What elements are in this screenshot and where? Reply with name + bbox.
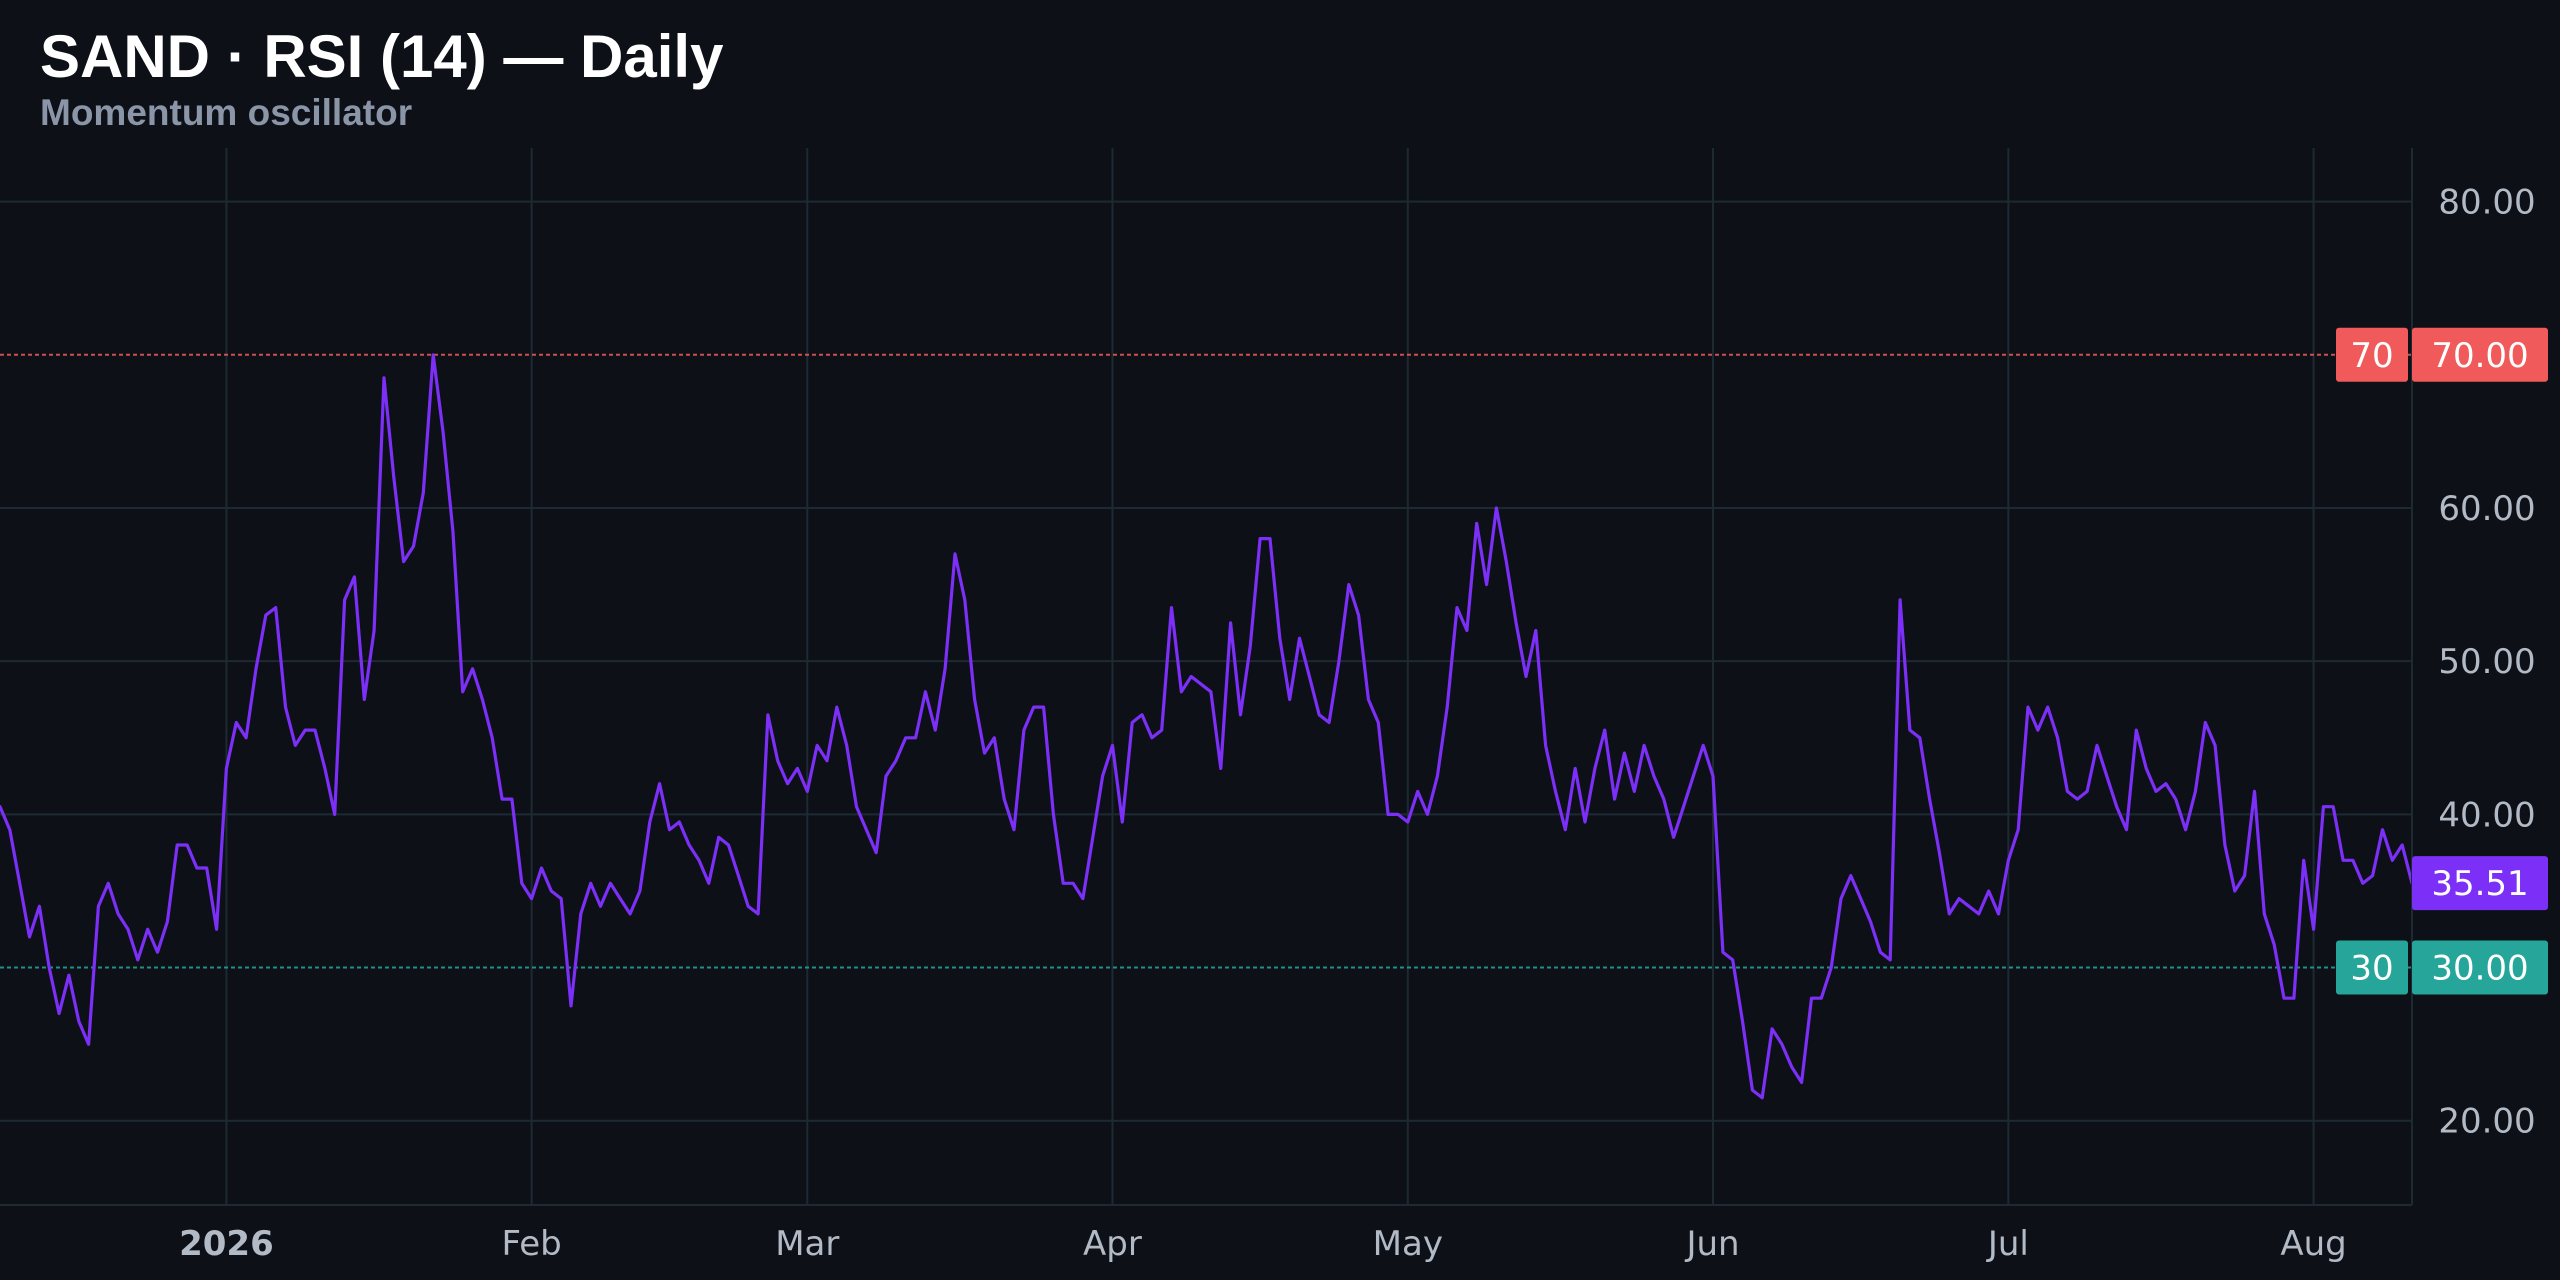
last-value-tag: 35.51 (2412, 856, 2548, 911)
x-tick-label-mar: Mar (775, 1224, 839, 1264)
x-tick-label-jun: Jun (1684, 1224, 1739, 1264)
chart-title: SAND · RSI (14) — Daily (40, 23, 724, 90)
y-tick-label-60: 60.00 (2438, 489, 2535, 529)
overbought-axis-tag: 70.00 (2412, 327, 2548, 382)
overbought-axis-tag-bg (2412, 327, 2548, 382)
oversold-axis-tag-bg (2412, 940, 2548, 995)
horizontal-gridlines (0, 200, 2412, 1122)
x-axis-tick-labels: 2026 Feb Mar Apr May Jun Jul Aug (179, 1224, 2347, 1264)
oversold-level-tag-bg (2336, 940, 2408, 995)
chart-subtitle: Momentum oscillator (40, 92, 413, 133)
y-axis-tick-labels: 20.00 40.00 50.00 60.00 80.00 (2438, 183, 2535, 1142)
last-value-tag-bg (2412, 856, 2548, 911)
oversold-level-tag-text: 30 (2350, 949, 2393, 989)
oversold-level-tag: 30 (2336, 940, 2408, 995)
overbought-level-tag-bg (2336, 327, 2408, 382)
vertical-gridlines (225, 148, 2315, 1205)
oversold-axis-tag-text: 30.00 (2431, 949, 2528, 989)
oversold-axis-tag: 30.00 (2412, 940, 2548, 995)
x-tick-label-feb: Feb (502, 1224, 562, 1264)
last-value-tag-text: 35.51 (2431, 864, 2528, 904)
y-tick-label-40: 40.00 (2438, 795, 2535, 835)
y-tick-label-20: 20.00 (2438, 1102, 2535, 1142)
axis-value-tags: 70 70.00 30 30.00 35.51 (2336, 327, 2548, 995)
y-tick-label-80: 80.00 (2438, 183, 2535, 223)
level-lines (0, 353, 2412, 969)
y-tick-label-50: 50.00 (2438, 642, 2535, 682)
x-tick-label-may: May (1373, 1224, 1443, 1264)
x-tick-label-jul: Jul (1986, 1224, 2029, 1264)
overbought-level-tag-text: 70 (2350, 336, 2393, 376)
x-tick-label-apr: Apr (1083, 1224, 1142, 1264)
x-tick-label-2026: 2026 (179, 1224, 274, 1264)
x-tick-label-aug: Aug (2280, 1224, 2346, 1264)
overbought-axis-tag-text: 70.00 (2431, 336, 2528, 376)
overbought-level-tag: 70 (2336, 327, 2408, 382)
rsi-series-line (0, 353, 2414, 1100)
